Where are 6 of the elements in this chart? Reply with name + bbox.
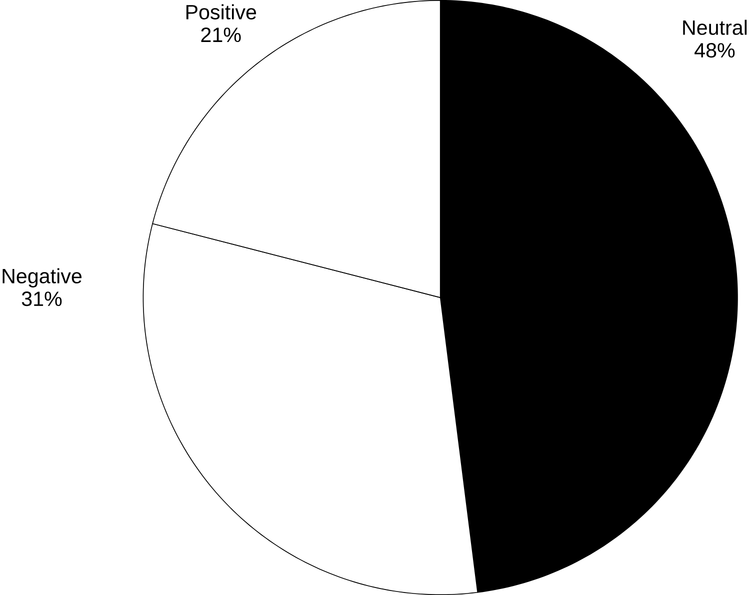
slice-label: Negative	[2, 268, 82, 288]
data-label: 21%	[201, 28, 241, 42]
data-label: 31%	[22, 291, 62, 306]
slice-label: Positive	[186, 4, 256, 20]
data-label: 48%	[694, 42, 735, 58]
slice-label: Neutral	[683, 20, 747, 35]
